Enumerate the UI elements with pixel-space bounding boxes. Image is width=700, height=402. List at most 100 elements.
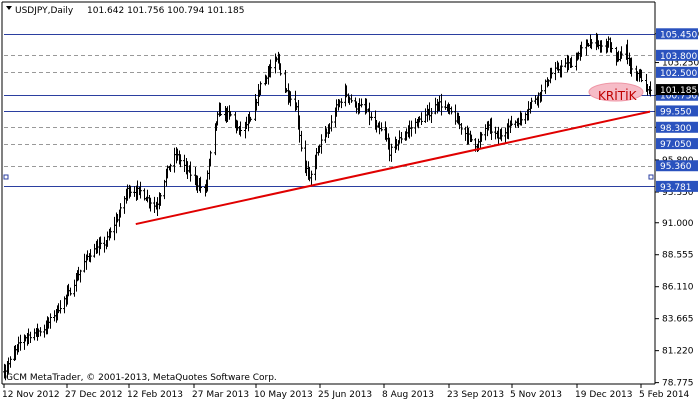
ohlc-bar: [454, 104, 457, 125]
current-price-label: 101.185: [660, 86, 697, 96]
level-label-box-0: [656, 28, 698, 40]
ohlc-bar: [600, 40, 603, 53]
kritik-annotation: KRİTİK: [598, 88, 638, 103]
ohlc-bar: [93, 243, 96, 258]
level-label-box-8: [656, 180, 698, 192]
ohlc-bar: [500, 128, 503, 142]
ohlc-bar: [350, 94, 353, 103]
ohlc-bar: [119, 203, 122, 218]
level-label-box-3: [656, 89, 698, 101]
level-label-box-6: [656, 138, 698, 150]
x-tick-label-6: 8 Aug 2013: [382, 390, 434, 400]
ohlc-bar: [83, 253, 86, 273]
y-tick-label-9: 83.665: [662, 315, 694, 325]
x-tick-label-3: 27 Mar 2013: [192, 390, 249, 400]
level-label-0: 105.450: [660, 30, 697, 40]
x-tick-label-4: 10 May 2013: [254, 390, 313, 400]
ohlc-bar: [79, 269, 82, 283]
ohlc-bar: [269, 59, 272, 78]
ohlc-bar: [189, 161, 192, 182]
ohlc-bar: [444, 100, 447, 110]
x-tick-label-5: 25 Jun 2013: [318, 390, 372, 400]
ohlc-bar: [400, 131, 403, 144]
ohlc-bar: [33, 328, 36, 341]
ohlc-bar: [219, 102, 222, 117]
kritik-highlight: [588, 82, 644, 102]
dropdown-triangle-icon[interactable]: [6, 6, 12, 10]
ohlc-bar: [169, 163, 172, 173]
ohlc-bar: [450, 106, 453, 115]
ohlc-bar: [183, 154, 186, 172]
ohlc-bar: [460, 122, 463, 135]
ohlc-bar: [640, 69, 643, 83]
ohlc-bar: [570, 56, 573, 68]
levels-layer: [4, 34, 655, 187]
ohlc-bar: [360, 98, 363, 108]
ohlc-bar: [550, 67, 553, 79]
support-trendline[interactable]: [135, 110, 651, 226]
ohlc-bar: [554, 61, 557, 81]
x-tick-label-7: 23 Sep 2013: [447, 390, 504, 400]
ohlc-bar: [259, 81, 262, 95]
ohlc-bar: [580, 41, 583, 57]
ohlc-bar: [414, 118, 417, 134]
ohlc-bar: [300, 130, 303, 152]
ohlc-bar: [560, 60, 563, 78]
ohlc-bar: [520, 112, 523, 126]
ohlc-bar: [179, 154, 182, 168]
ohlc-bar: [59, 300, 62, 314]
ohlc-bar: [510, 115, 513, 127]
ohlc-bar: [310, 170, 313, 186]
x-tick-label-2: 12 Feb 2013: [127, 390, 183, 400]
ohlc-bar: [109, 227, 112, 239]
x-tick-label-1: 27 Dec 2012: [65, 390, 123, 400]
ohlc-bar: [159, 192, 162, 206]
ohlc-bar: [320, 134, 323, 154]
ohlc-bar: [484, 124, 487, 141]
level-label-8: 93.781: [660, 183, 692, 193]
time-axis: 12 Nov 2012 27 Dec 2012 12 Feb 2013 27 Mar …: [2, 384, 690, 400]
level-label-box-5: [656, 121, 698, 133]
ohlc-bar: [424, 108, 427, 123]
level-label-6: 97.050: [660, 140, 692, 150]
ohlc-bar: [229, 111, 232, 117]
ohlc-bar: [29, 331, 32, 344]
ohlc-bar: [39, 327, 42, 337]
ohlc-bar: [133, 186, 136, 197]
chart-symbol: USDJPY,Daily: [15, 6, 74, 16]
ohlc-bar: [274, 53, 277, 74]
ohlc-bar: [630, 57, 633, 77]
y-tick-label-6: 91.000: [662, 219, 694, 229]
ohlc-bar: [440, 93, 443, 116]
copyright-text: GCM MetaTrader, © 2001-2013, MetaQuotes …: [6, 373, 277, 383]
ohlc-bar: [410, 120, 413, 137]
trendline-layer: [135, 110, 651, 226]
ohlc-bar: [370, 112, 373, 121]
level-label-box-2: [656, 66, 698, 78]
current-price-box: [656, 84, 698, 96]
ohlc-bar: [249, 116, 252, 122]
ohlc-bar: [610, 42, 613, 53]
level-handle-left[interactable]: [3, 174, 9, 180]
ohlc-bar: [199, 176, 202, 193]
y-tick-label-10: 81.220: [662, 347, 694, 357]
ohlc-bar: [340, 98, 343, 109]
y-tick-label-7: 88.555: [662, 251, 694, 261]
level-handle-right[interactable]: [648, 174, 654, 180]
level-label-box-7: [656, 160, 698, 172]
ohlc-bar: [279, 63, 282, 76]
ohlc-bar: [43, 324, 46, 338]
ohlc-bar: [73, 279, 76, 297]
level-label-7: 95.360: [660, 162, 692, 172]
ohlc-bar: [173, 147, 176, 173]
ohlc-bar: [153, 196, 156, 214]
ohlc-bar: [289, 91, 292, 107]
ohlc-bar: [390, 143, 393, 162]
ohlc-bar: [420, 112, 423, 125]
ohlc-bar: [149, 197, 152, 212]
ohlc-bar: [239, 121, 242, 137]
ohlc-bar: [480, 132, 483, 142]
ohlc-bar: [368, 102, 371, 126]
